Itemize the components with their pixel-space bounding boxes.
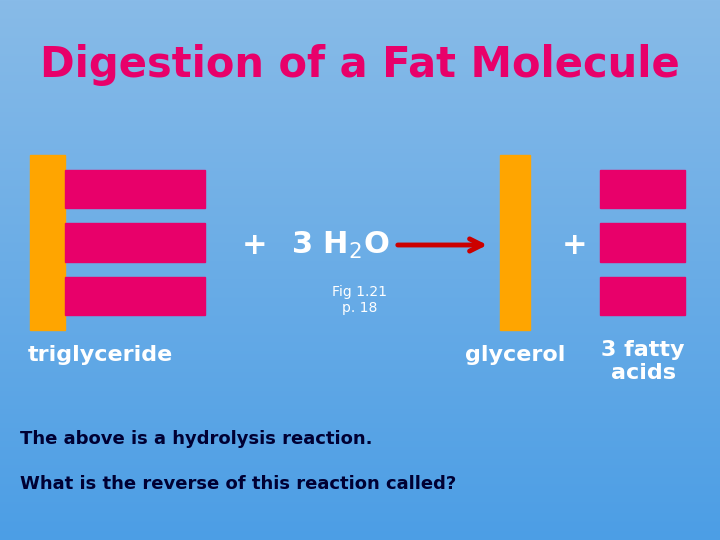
FancyBboxPatch shape [600, 276, 685, 315]
Text: 3 H$_2$O: 3 H$_2$O [291, 230, 390, 261]
FancyBboxPatch shape [65, 170, 205, 208]
Text: glycerol: glycerol [465, 345, 565, 365]
Text: Fig 1.21
p. 18: Fig 1.21 p. 18 [333, 285, 387, 315]
FancyBboxPatch shape [600, 170, 685, 208]
Text: The above is a hydrolysis reaction.: The above is a hydrolysis reaction. [20, 430, 372, 448]
Text: +: + [242, 231, 268, 260]
Text: What is the reverse of this reaction called?: What is the reverse of this reaction cal… [20, 475, 456, 493]
FancyBboxPatch shape [65, 223, 205, 262]
FancyBboxPatch shape [500, 155, 530, 330]
Text: 3 fatty
acids: 3 fatty acids [601, 340, 685, 383]
Text: Digestion of a Fat Molecule: Digestion of a Fat Molecule [40, 44, 680, 86]
Text: +: + [562, 231, 588, 260]
Text: triglyceride: triglyceride [27, 345, 173, 365]
FancyBboxPatch shape [600, 223, 685, 262]
FancyBboxPatch shape [30, 155, 65, 330]
FancyBboxPatch shape [65, 276, 205, 315]
